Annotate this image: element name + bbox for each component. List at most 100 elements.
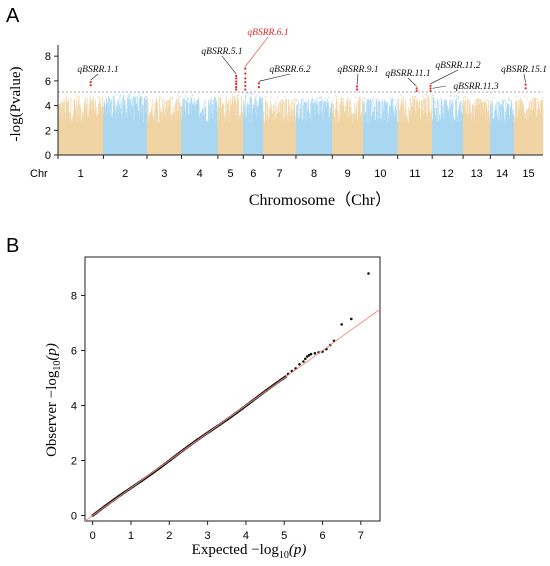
significant-point-chr1 [89,84,92,87]
chromosome-band-4 [181,97,218,155]
chromosome-point-11 [411,96,414,98]
chromosome-band-5 [217,95,244,155]
chromosome-point-2 [128,93,131,95]
chromosome-point-7 [293,99,295,101]
chromosome-tick-label-15: 15 [522,168,534,180]
chromosome-point-2 [138,93,140,96]
chromosome-point-6 [250,92,252,94]
chromosome-point-1 [75,93,77,95]
significant-point-chr5 [235,88,238,91]
chromosome-point-4 [191,94,193,97]
chromosome-point-8 [317,97,320,99]
qq-tail-point [307,353,311,357]
chromosome-band-11 [397,95,433,155]
significant-point-chr1 [89,81,92,84]
chromosome-point-5 [241,92,244,94]
chromosome-point-13 [486,99,488,101]
qq-x-tick-label: 6 [319,530,325,542]
manhattan-y-tick-label: 6 [45,76,51,88]
chromosome-point-12 [453,95,455,97]
chromosome-point-2 [142,92,145,94]
chromosome-band-15 [513,97,544,155]
significant-point-chr9 [355,85,359,88]
chromosome-point-6 [251,93,254,95]
chromosome-point-12 [449,95,452,97]
significant-point-chr6 [244,72,247,75]
qtl-label-qbsrr-5-1: qBSRR.5.1 [201,47,242,57]
chromosome-point-13 [463,96,465,99]
chromosome-point-7 [264,95,267,98]
significant-point-chr5 [235,80,238,83]
chromosome-point-3 [179,96,181,98]
manhattan-plot: qBSRR.1.1 qBSRR.5.1 qBSRR.6.1 qBSRR.6.2 qBSR… [8,28,547,209]
qq-tail-point [309,352,313,356]
manhattan-y-tick-label: 4 [45,101,51,113]
chromosome-point-15 [536,98,539,100]
significant-points [89,67,527,92]
qq-y-tick-label: 6 [71,346,77,358]
chromosome-point-12 [457,98,459,100]
annotation-leader-line [430,69,459,85]
chromosome-point-6 [247,92,249,95]
chromosome-point-12 [455,95,457,97]
chromosome-tick-label-11: 11 [409,168,420,180]
manhattan-chromosome-bands [57,92,544,155]
chromosome-point-15 [541,97,543,99]
qtl-label-qbsrr-11-3: qBSRR.11.3 [453,82,498,92]
chromosome-point-9 [342,98,345,100]
chromosome-point-3 [177,94,179,97]
chromosome-point-3 [158,95,160,98]
chromosome-band-10 [363,98,398,155]
manhattan-y-tick-label: 0 [45,150,51,162]
chromosome-point-14 [503,99,505,102]
qq-x-axis-title: Expected −log10(p) [192,542,307,561]
chromosome-point-10 [373,96,375,99]
chromosome-tick-label-10: 10 [374,168,386,180]
chromosome-point-8 [328,96,330,99]
qtl-label-qbsrr-11-2: qBSRR.11.2 [435,61,480,71]
qq-y-axis-title: Observer −log10(p) [44,343,63,457]
chromosome-point-7 [270,96,273,99]
annotation-leader-line [407,77,417,87]
qq-x-tick-label: 2 [166,530,172,542]
qq-x-tick-label: 4 [243,530,249,542]
chromosome-point-14 [492,97,494,99]
chromosome-band-12 [432,97,464,155]
chromosome-point-4 [184,95,187,97]
qq-plot: 0 1 2 3 4 5 6 7 0 2 4 6 8 Expected −log10(p) Observe… [44,256,381,561]
panel-b-label: B [6,235,19,257]
chromosome-point-5 [236,95,238,97]
significant-point-chr9 [355,88,359,91]
qtl-label-qbsrr-6-2: qBSRR.6.2 [269,65,310,75]
chromosome-point-4 [187,97,189,99]
significant-point-chr11 [429,89,432,92]
chromosome-point-10 [393,99,395,101]
annotation-leader-line [523,73,526,83]
qq-y-tick-label: 4 [71,401,77,413]
chromosome-point-1 [65,93,67,96]
chromosome-point-11 [399,94,402,97]
chromosome-tick-label-2: 2 [122,168,128,180]
qq-x-tick-label: 3 [205,530,211,542]
significant-point-chr15 [524,87,527,90]
annotation-leader-line [258,73,291,82]
significant-point-chr5 [235,86,238,89]
qq-x-tick-label: 0 [90,530,96,542]
qq-x-tick-label: 5 [281,530,287,542]
significant-point-chr6 [244,84,247,87]
qq-y-tick-label: 8 [71,291,77,303]
chromosome-tick-label-4: 4 [197,168,203,180]
qq-tail-point [304,357,307,361]
chromosome-point-7 [276,97,278,99]
chromosome-point-3 [171,96,174,98]
significant-point-chr5 [235,82,238,86]
chromosome-tick-label-1: 1 [78,168,84,180]
chromosome-tick-label-7: 7 [277,168,283,180]
chromosome-band-9 [332,97,364,155]
chromosome-point-5 [237,94,239,96]
chromosome-band-7 [263,98,297,155]
chromosome-point-6 [246,92,248,94]
chromosome-point-1 [59,95,61,98]
significant-point-chr11 [429,87,432,90]
chromosome-point-13 [477,98,479,100]
